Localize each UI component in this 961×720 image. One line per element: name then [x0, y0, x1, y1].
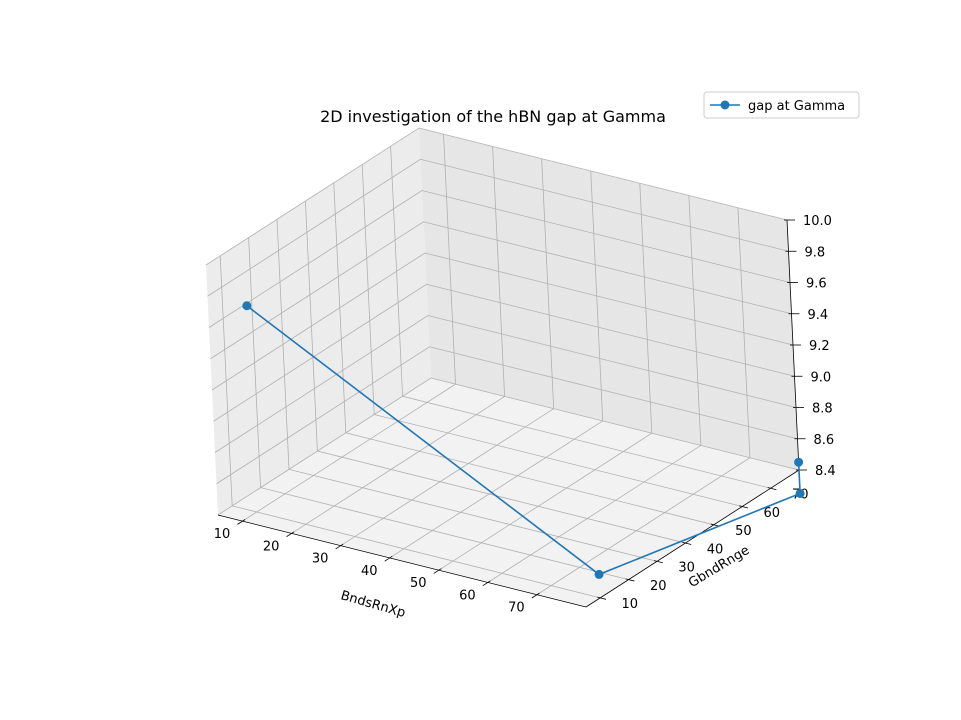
- x-tick-mark: [286, 531, 295, 537]
- y-tick-label: 10: [622, 597, 639, 612]
- z-tick-label: 8.4: [815, 464, 836, 479]
- z-gridline: [217, 377, 800, 516]
- gridlines: [205, 127, 800, 599]
- data-series: [242, 301, 805, 579]
- x-axis-line: [217, 514, 587, 608]
- z-gridline: [214, 315, 797, 453]
- y-tick-mark: [767, 487, 777, 491]
- x-tick-label: 70: [508, 601, 525, 616]
- z-gridline: [207, 158, 789, 297]
- y-tick-label: 30: [678, 561, 695, 576]
- y-tick-mark: [739, 505, 749, 509]
- x-tick-mark: [433, 568, 442, 574]
- legend-marker-swatch: [720, 100, 730, 110]
- z-gridline: [213, 283, 795, 422]
- x-tick-mark: [335, 543, 344, 550]
- floor-pane: [218, 378, 799, 607]
- legend: gap at Gamma: [703, 91, 860, 119]
- y-tick-mark: [653, 560, 663, 564]
- y-axis-line: [585, 469, 800, 608]
- z-tick-label: 9.6: [806, 277, 827, 292]
- chart-title: 2D investigation of the hBN gap at Gamma: [320, 107, 666, 126]
- z-tick-label: 10.0: [803, 214, 832, 229]
- y-tick-label: 50: [735, 524, 752, 539]
- z-tick-label: 9.0: [811, 370, 832, 385]
- data-point-3: [794, 457, 804, 467]
- x-tick-label: 40: [361, 564, 378, 579]
- z-tick-label: 9.8: [805, 245, 826, 260]
- z-tick-label: 9.2: [809, 339, 830, 354]
- x-tick-label: 10: [214, 527, 231, 542]
- tick-marks: [237, 219, 807, 600]
- x-tick-mark: [384, 555, 393, 562]
- x-tick-mark: [237, 519, 246, 525]
- legend-frame: [703, 91, 860, 119]
- z-tick-label: 9.4: [808, 308, 829, 323]
- axes-panes: [206, 128, 799, 607]
- y-tick-label: 40: [707, 542, 724, 557]
- legend-label-gap-at-gamma: gap at Gamma: [748, 99, 845, 114]
- data-point-1: [594, 569, 604, 579]
- z-tick-label: 8.6: [814, 433, 835, 448]
- y-tick-label: 60: [764, 506, 781, 521]
- z-gridline: [210, 221, 792, 360]
- x-tick-label: 60: [459, 588, 476, 603]
- x-tick-mark: [482, 580, 491, 587]
- series-line-0: [246, 305, 801, 576]
- x-tick-mark: [531, 592, 540, 599]
- z-tick-label: 8.8: [812, 402, 833, 417]
- data-point-0: [242, 301, 252, 311]
- y-tick-mark: [682, 541, 692, 545]
- x-tick-label: 30: [312, 552, 329, 567]
- data-point-2: [795, 488, 805, 498]
- y-tick-mark: [597, 596, 607, 600]
- x-axis-label: BndsRnXp: [339, 588, 407, 621]
- z-gridline: [216, 346, 798, 485]
- z-gridline: [205, 127, 788, 266]
- z-gridline: [211, 252, 794, 391]
- y-tick-mark: [625, 578, 635, 582]
- x-tick-label: 50: [410, 576, 427, 591]
- z-gridline: [208, 190, 791, 328]
- x-tick-label: 20: [263, 539, 280, 554]
- tick-labels: 10203040506070102030405060708.48.68.89.0…: [214, 214, 836, 616]
- y-tick-label: 20: [650, 579, 667, 594]
